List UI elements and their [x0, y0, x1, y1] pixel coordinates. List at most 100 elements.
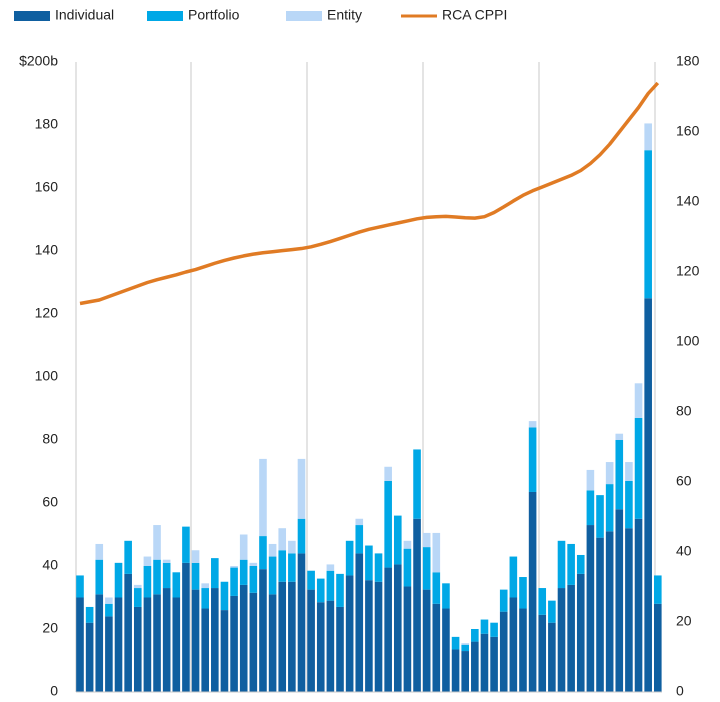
y2-tick-label: 160: [676, 123, 700, 139]
bar-segment: [268, 543, 277, 557]
bar-segment: [451, 636, 460, 650]
bar-segment: [461, 644, 469, 652]
y-tick-label: 20: [42, 620, 58, 636]
bar-segment: [422, 532, 431, 548]
bar-segment: [499, 611, 508, 692]
bar-segment: [211, 558, 219, 589]
bar-segment: [336, 606, 344, 692]
bar-segment: [239, 534, 248, 560]
bar-segment: [538, 588, 547, 615]
bar-segment: [326, 570, 335, 601]
bar-segment: [451, 649, 460, 692]
bar-segment: [519, 577, 527, 609]
bar-segment: [365, 545, 373, 581]
bar-segment: [278, 528, 287, 551]
bar-segment: [422, 589, 431, 692]
bar-segment: [288, 581, 296, 692]
bar-segment: [162, 588, 171, 692]
bar-segment: [162, 562, 171, 589]
y-tick-label: 140: [35, 242, 59, 258]
bar-segment: [307, 589, 315, 692]
bar-segment: [124, 573, 132, 692]
bar-segment: [230, 595, 238, 692]
bar-segment: [278, 581, 287, 692]
bar-segment: [490, 622, 498, 637]
bar-segment: [644, 150, 652, 299]
bar-segment: [654, 603, 662, 692]
bar-segment: [384, 567, 392, 692]
bar-segment: [548, 622, 556, 692]
bar-segment: [480, 619, 489, 634]
bar-segment: [403, 548, 412, 587]
bar-segment: [605, 462, 614, 485]
bar-segment: [528, 427, 537, 492]
bar-segment: [220, 610, 229, 692]
bar-segment: [548, 600, 556, 623]
bar-segment: [307, 570, 315, 590]
legend-label: Portfolio: [188, 7, 240, 23]
bar-segment: [490, 636, 498, 692]
bar-segment: [442, 608, 450, 692]
bar-segment: [182, 562, 190, 692]
bar-segment: [355, 518, 364, 526]
bar-segment: [133, 584, 142, 589]
y-tick-label: 60: [42, 494, 58, 510]
bar-segment: [124, 540, 132, 574]
bar-segment: [509, 556, 518, 598]
bar-segment: [596, 495, 604, 538]
bar-segment: [211, 588, 219, 692]
legend-label: RCA CPPI: [442, 7, 507, 23]
bar-segment: [191, 550, 200, 563]
bar-segment: [114, 597, 123, 692]
bar-segment: [95, 594, 104, 692]
bar-segment: [249, 562, 258, 566]
y2-tick-label: 40: [676, 543, 692, 559]
bar-segment: [268, 556, 277, 595]
y-tick-label: 40: [42, 557, 58, 573]
y2-tick-label: 60: [676, 473, 692, 489]
legend-swatch: [286, 11, 322, 21]
bar-segment: [278, 550, 287, 582]
bar-segment: [172, 572, 181, 598]
bar-segment: [76, 597, 84, 692]
bar-segment: [249, 592, 258, 692]
bar-segment: [153, 525, 161, 560]
bar-segment: [85, 606, 94, 623]
bar-segment: [374, 581, 383, 692]
bar-segment: [365, 580, 373, 692]
bar-segment: [538, 614, 547, 692]
bar-segment: [326, 564, 335, 571]
bar-segment: [432, 603, 441, 692]
bar-segment: [345, 540, 354, 576]
bar-segment: [259, 458, 267, 537]
bar-segment: [239, 559, 248, 585]
bar-segment: [143, 556, 152, 566]
bar-segment: [634, 518, 643, 692]
bar-segment: [586, 490, 595, 526]
bar-segment: [153, 594, 161, 692]
y-tick-label: 120: [35, 305, 59, 321]
bar-segment: [586, 469, 595, 491]
bar-segment: [345, 575, 354, 692]
bar-segment: [105, 603, 113, 617]
bar-segment: [644, 298, 652, 692]
y2-tick-label: 80: [676, 403, 692, 419]
bar-segment: [403, 540, 412, 549]
bar-segment: [471, 629, 479, 642]
bar-segment: [634, 417, 643, 519]
bar-segment: [182, 526, 190, 563]
bar-segment: [605, 531, 614, 692]
bar-segment: [432, 532, 441, 573]
bar-segment: [625, 462, 633, 481]
bar-segment: [297, 518, 306, 554]
bar-segment: [461, 651, 469, 692]
bar-segment: [316, 578, 325, 603]
bar-segment: [297, 553, 306, 692]
bar-segment: [230, 566, 238, 568]
bar-segment: [133, 588, 142, 607]
bar-segment: [567, 584, 575, 692]
line-series: [79, 81, 660, 306]
bar-segment: [634, 383, 643, 418]
bar-segment: [336, 573, 344, 607]
